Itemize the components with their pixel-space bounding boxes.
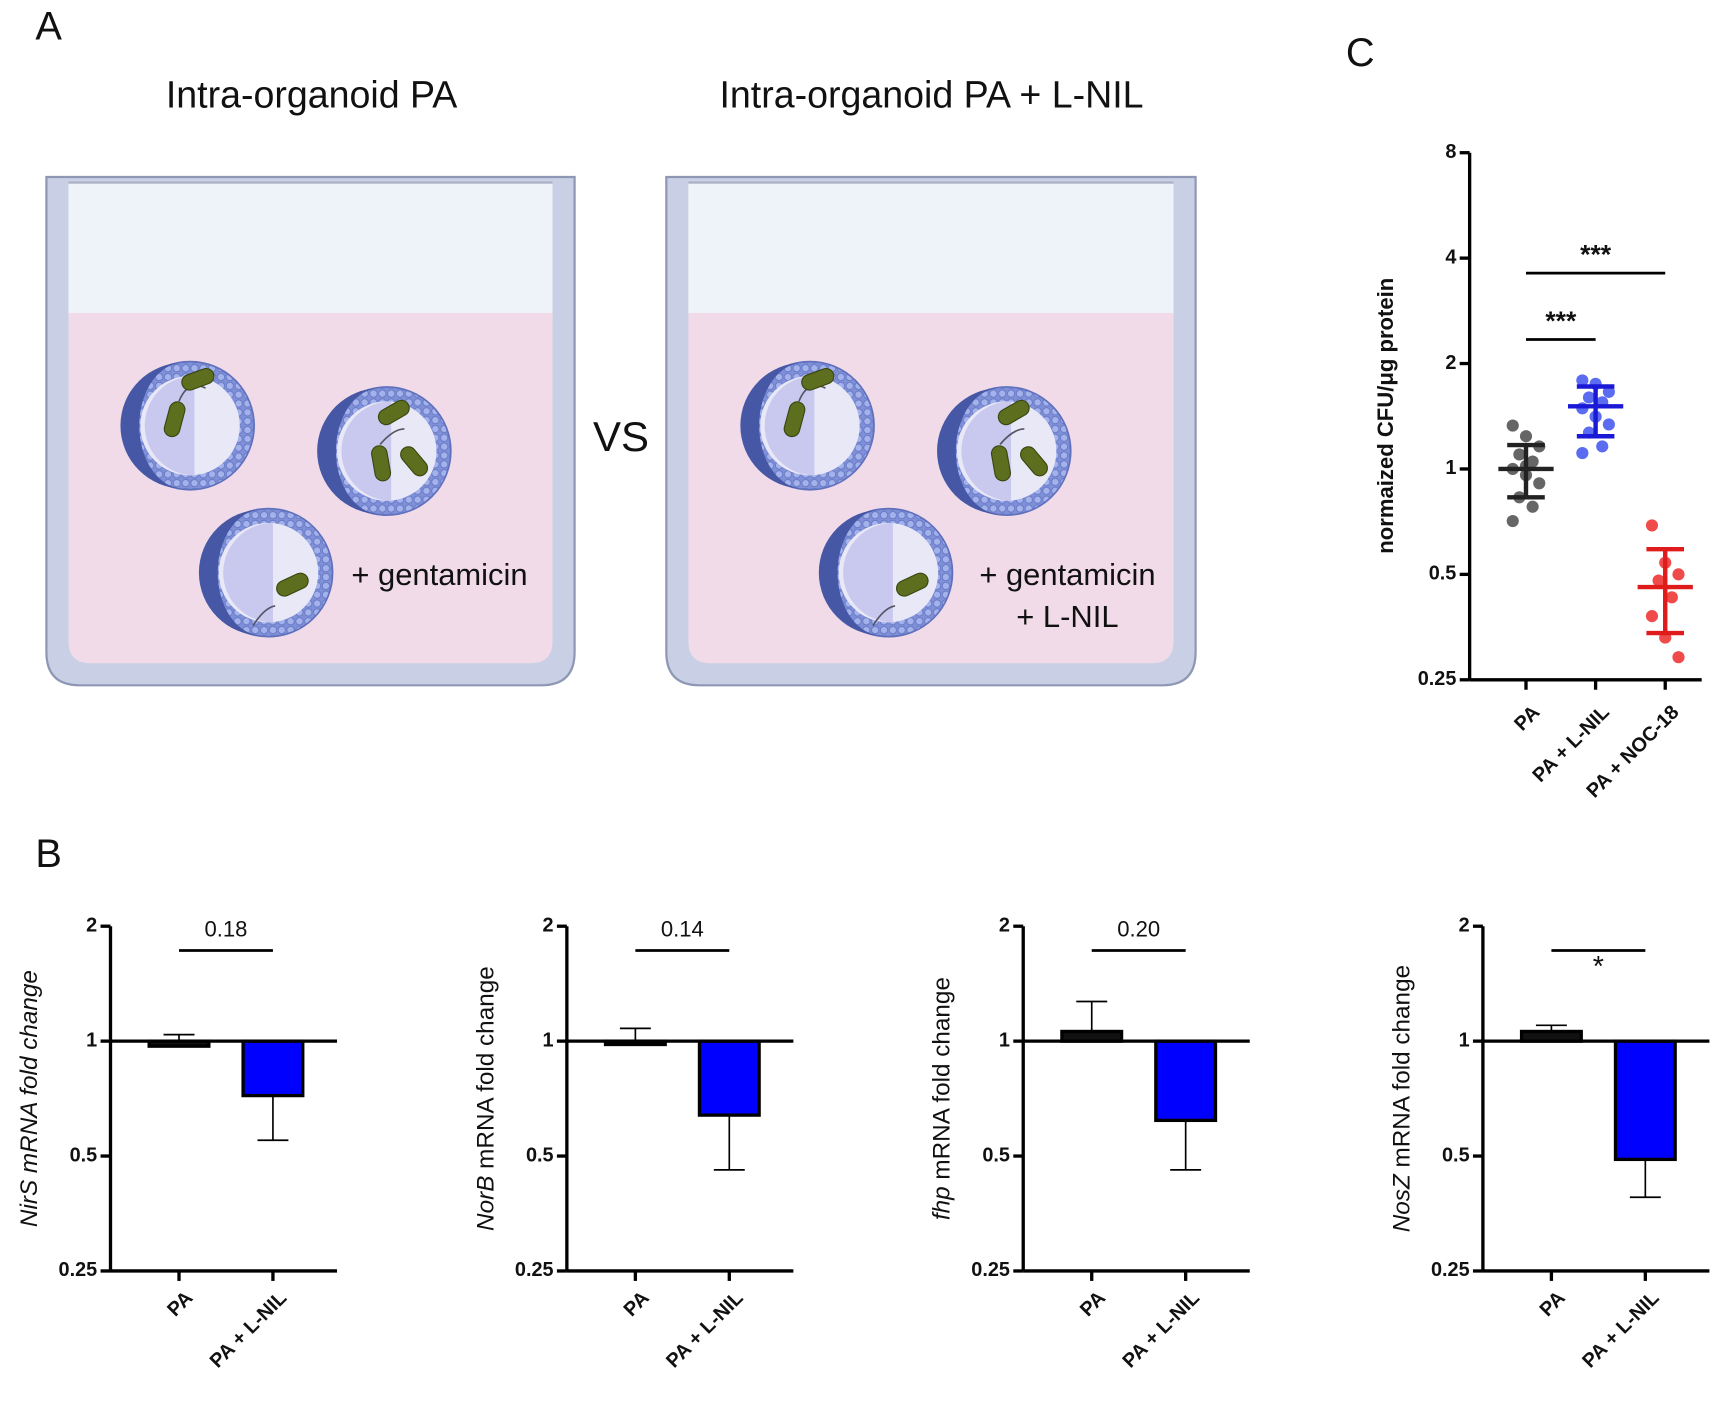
y-axis-label: NirS mRNA fold change — [16, 970, 43, 1227]
x-tick-label: PA + L-NIL — [206, 1287, 291, 1372]
data-point — [1533, 477, 1546, 490]
y-tick-label: 4 — [1445, 246, 1456, 268]
data-point — [1672, 651, 1685, 664]
y-tick-label: 2 — [999, 914, 1010, 936]
x-tick-label: PA — [163, 1287, 197, 1321]
data-point — [1576, 447, 1589, 460]
y-axis-label: fhp mRNA fold change — [929, 977, 956, 1220]
y-axis-label-part: mRNA fold change — [929, 977, 956, 1186]
treatment-label: + gentamicin — [351, 557, 527, 592]
y-axis-label-part: fhp — [929, 1186, 956, 1220]
y-tick-label: 0.5 — [70, 1144, 98, 1166]
significance-label: 0.20 — [1117, 916, 1160, 941]
data-point — [1582, 391, 1596, 404]
y-tick-label: 0.25 — [1418, 668, 1457, 690]
y-axis-label-part: NirS mRNA fold change — [16, 970, 43, 1227]
y-axis-label-part: NorB — [473, 1176, 500, 1231]
organoid — [198, 507, 334, 638]
data-point — [1596, 440, 1609, 453]
x-tick-label: PA — [1076, 1287, 1110, 1321]
panel-label: C — [1346, 31, 1375, 75]
panel-label: A — [35, 4, 62, 48]
data-point — [1513, 448, 1526, 461]
data-point — [1652, 574, 1665, 587]
x-tick-label: PA + L-NIL — [662, 1287, 747, 1372]
data-point — [1602, 385, 1615, 398]
y-tick-label: 1 — [1459, 1029, 1470, 1051]
bar — [697, 1039, 761, 1117]
well — [665, 175, 1197, 687]
panel-label: B — [35, 832, 62, 876]
x-tick-label: PA — [620, 1287, 654, 1321]
y-tick-label: 2 — [1459, 914, 1470, 936]
y-axis-label-part: normaized CFU/μg protein — [1373, 278, 1398, 554]
data-point — [1665, 591, 1678, 604]
data-point — [1645, 519, 1659, 532]
organoids — [119, 360, 452, 638]
data-point — [1519, 430, 1533, 443]
data-point — [1506, 514, 1519, 528]
treatment-label: + L-NIL — [1016, 599, 1118, 634]
x-tick-label: PA — [1510, 701, 1544, 735]
y-tick-label: 0.5 — [1442, 1144, 1470, 1166]
y-axis-label: normaized CFU/μg protein — [1373, 278, 1398, 554]
data-point — [1672, 568, 1685, 581]
y-tick-label: 0.5 — [1429, 563, 1457, 585]
y-axis-label: NorB mRNA fold change — [473, 966, 500, 1231]
y-tick-label: 0.25 — [515, 1259, 554, 1281]
well — [45, 175, 576, 687]
diagram-title: Intra-organoid PA + L-NIL — [719, 73, 1143, 115]
data-point — [1526, 500, 1539, 513]
y-tick-label: 2 — [86, 914, 97, 936]
y-tick-label: 0.25 — [59, 1259, 98, 1281]
bar — [241, 1039, 305, 1098]
data-point — [1602, 418, 1615, 431]
y-axis-label-part: mRNA fold change — [473, 966, 500, 1175]
y-axis-label-part: NosZ — [1389, 1173, 1416, 1232]
data-point — [1576, 374, 1589, 387]
y-tick-label: 0.25 — [1431, 1259, 1470, 1281]
y-tick-label: 0.5 — [982, 1144, 1010, 1166]
y-tick-label: 2 — [1445, 352, 1456, 374]
bar — [1154, 1039, 1218, 1123]
x-tick-label: PA + L-NIL — [1578, 1287, 1663, 1372]
y-tick-label: 8 — [1445, 141, 1456, 163]
organoid — [119, 360, 255, 491]
y-tick-label: 1 — [543, 1029, 554, 1051]
data-point — [1506, 419, 1519, 432]
treatment-label: + gentamicin — [979, 557, 1155, 592]
significance-label: 0.18 — [204, 916, 247, 941]
x-tick-label: PA — [1536, 1287, 1570, 1321]
significance-label: * — [1593, 951, 1604, 983]
y-tick-label: 2 — [543, 914, 554, 936]
y-tick-label: 1 — [1445, 457, 1456, 479]
diagram-title: Intra-organoid PA — [166, 73, 458, 115]
significance-label: 0.14 — [661, 916, 704, 941]
significance-label: *** — [1580, 240, 1612, 270]
data-point — [1645, 610, 1659, 623]
y-tick-label: 1 — [999, 1029, 1010, 1051]
y-axis-label-part: mRNA fold change — [1389, 965, 1416, 1174]
y-tick-label: 1 — [86, 1029, 97, 1051]
vs-label: VS — [593, 413, 649, 460]
y-tick-label: 0.25 — [971, 1259, 1010, 1281]
bar — [1613, 1039, 1677, 1162]
y-axis-label: NosZ mRNA fold change — [1389, 965, 1416, 1232]
significance-label: *** — [1545, 306, 1577, 336]
organoid — [316, 386, 452, 516]
y-tick-label: 0.5 — [526, 1144, 554, 1166]
x-tick-label: PA + L-NIL — [1119, 1287, 1204, 1372]
